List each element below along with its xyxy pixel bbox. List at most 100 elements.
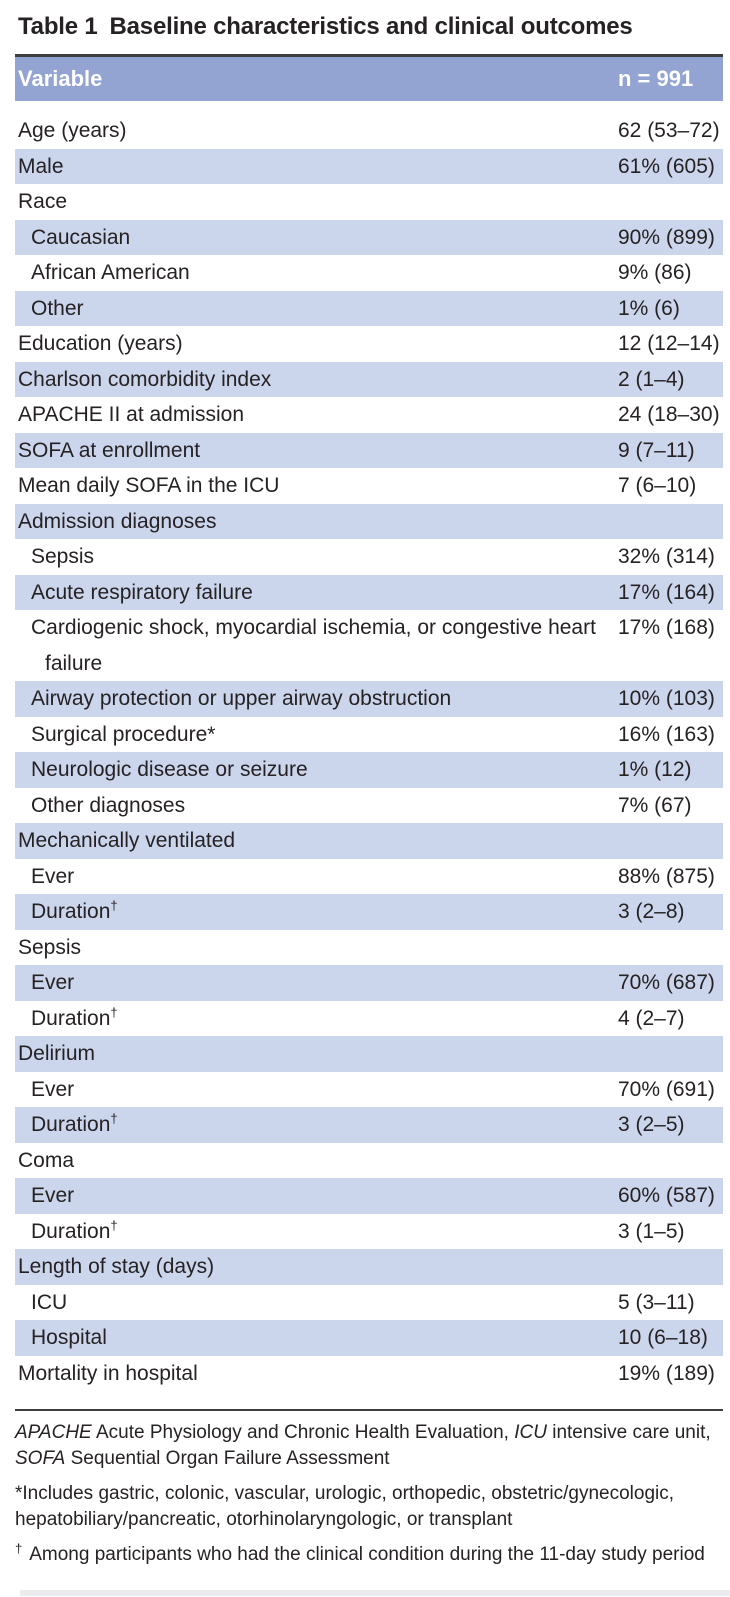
row-value: 61% (605) (618, 154, 715, 178)
row-label: Ever (15, 1178, 618, 1214)
row-label-text: APACHE II at admission (18, 403, 245, 426)
table-row: Surgical procedure* 16% (163) (15, 717, 723, 753)
table-row: Duration† 3 (2–5) (15, 1107, 723, 1143)
row-value: 2 (1–4) (618, 367, 685, 391)
table-row: Sepsis (15, 930, 723, 966)
row-label-text: Length of stay (days) (18, 1255, 215, 1278)
row-value: 9% (86) (618, 261, 692, 284)
row-value: 16% (163) (618, 722, 715, 746)
row-label: Neurologic disease or seizure (15, 752, 618, 788)
row-label: Delirium (15, 1036, 618, 1072)
footnote-dagger: † Among participants who had the clinical… (15, 1542, 721, 1568)
row-label-text: Sepsis (31, 545, 95, 568)
table-row: African American 9% (86) (15, 255, 723, 291)
row-label: Charlson comorbidity index (15, 362, 618, 398)
row-value: 10% (103) (618, 687, 715, 710)
row-label: Sepsis (15, 539, 618, 575)
row-label-text: Other diagnoses (31, 793, 186, 817)
dagger-mark: † (110, 1111, 118, 1126)
table-row: Charlson comorbidity index 2 (1–4) (15, 361, 723, 398)
row-value: 3 (1–5) (618, 1219, 685, 1243)
row-label-text: Ever (31, 971, 75, 994)
header-gap (15, 101, 723, 113)
row-label-text: Race (18, 190, 68, 213)
row-label-text: Education (years) (18, 332, 183, 355)
row-label: Sepsis (15, 930, 618, 966)
table-row: Ever 70% (687) (15, 965, 723, 1001)
table-body: Age (years) 62 (53–72) Male 61% (605) Ra… (15, 113, 723, 1391)
row-value: 17% (164) (618, 580, 715, 604)
header-variable-cell: Variable (18, 66, 103, 91)
row-label: Admission diagnoses (15, 504, 618, 540)
dagger-mark: † (110, 898, 118, 913)
row-label: APACHE II at admission (15, 397, 618, 433)
table-row: Mortality in hospital 19% (189) (15, 1356, 723, 1392)
row-label-text: Airway protection or upper airway obstru… (31, 687, 452, 710)
row-value: 17% (168) (618, 616, 715, 639)
row-label-text: Ever (31, 1077, 75, 1101)
table-title-label: Table 1 (18, 13, 98, 40)
row-label: Acute respiratory failure (15, 575, 618, 611)
row-label: Mortality in hospital (15, 1356, 618, 1392)
table-row: Cardiogenic shock, myocardial ischemia, … (15, 610, 723, 681)
table-header-row: Variable n = 991 (15, 54, 723, 101)
table-row: SOFA at enrollment 9 (7–11) (15, 432, 723, 469)
row-label: Mechanically ventilated (15, 823, 618, 859)
row-value (618, 184, 723, 220)
row-label: Other (15, 291, 618, 327)
page-edge-strip (20, 1590, 730, 1596)
row-label: African American (15, 255, 618, 291)
row-value (618, 1143, 723, 1179)
row-label-text: Duration† (31, 898, 118, 923)
table-row: Ever 70% (691) (15, 1072, 723, 1108)
footnote-abbreviations: APACHE Acute Physiology and Chronic Heal… (15, 1420, 721, 1472)
abbrev-icu-definition: intensive care unit, (546, 1422, 711, 1443)
row-label-text: Cardiogenic shock, myocardial ischemia, … (31, 616, 596, 675)
row-label: Other diagnoses (15, 788, 618, 824)
row-value: 24 (18–30) (618, 403, 720, 426)
row-label: Cardiogenic shock, myocardial ischemia, … (15, 610, 618, 681)
dagger-mark: † (110, 1217, 118, 1233)
row-value: 60% (587) (618, 1184, 715, 1207)
row-value: 12 (12–14) (618, 332, 720, 355)
abbrev-icu: ICU (514, 1422, 547, 1443)
table-row: Delirium (15, 1036, 723, 1072)
table-row: Mechanically ventilated (15, 823, 723, 859)
row-label-text: Caucasian (31, 225, 131, 249)
table-row: APACHE II at admission 24 (18–30) (15, 397, 723, 433)
table-row: Ever 60% (587) (15, 1178, 723, 1214)
row-label-text: Surgical procedure* (31, 722, 216, 746)
row-label-text: Duration† (31, 1111, 118, 1136)
row-label-text: Coma (18, 1148, 75, 1172)
row-label: Race (15, 184, 618, 220)
row-value (618, 930, 723, 966)
row-label: Ever (15, 859, 618, 895)
footnote-divider (15, 1409, 723, 1411)
abbrev-apache-definition: Acute Physiology and Chronic Health Eval… (91, 1422, 515, 1443)
table-row: Mean daily SOFA in the ICU 7 (6–10) (15, 468, 723, 504)
row-label: Education (years) (15, 326, 618, 362)
row-label: Duration† (15, 894, 618, 930)
table-row: Age (years) 62 (53–72) (15, 113, 723, 149)
row-label-text: SOFA at enrollment (18, 438, 201, 462)
row-label-text: Acute respiratory failure (31, 580, 253, 604)
row-label-text: Duration† (31, 1217, 118, 1243)
row-label-text: Ever (31, 864, 75, 888)
row-label-text: Delirium (18, 1042, 96, 1065)
row-label: Ever (15, 1072, 618, 1108)
row-label: Hospital (15, 1320, 618, 1356)
table-row: Other 1% (6) (15, 290, 723, 327)
row-value: 90% (899) (618, 225, 715, 249)
row-label-text: Hospital (31, 1326, 107, 1349)
row-label: SOFA at enrollment (15, 433, 618, 469)
row-value: 3 (2–8) (618, 900, 685, 923)
table-row: Other diagnoses 7% (67) (15, 788, 723, 824)
row-label-text: Ever (31, 1184, 75, 1207)
row-label-text: ICU (31, 1290, 68, 1314)
row-label: Caucasian (15, 220, 618, 256)
table-row: ICU 5 (3–11) (15, 1285, 723, 1321)
row-label: ICU (15, 1285, 618, 1321)
row-label: Ever (15, 965, 618, 1001)
row-value: 4 (2–7) (618, 1006, 685, 1030)
